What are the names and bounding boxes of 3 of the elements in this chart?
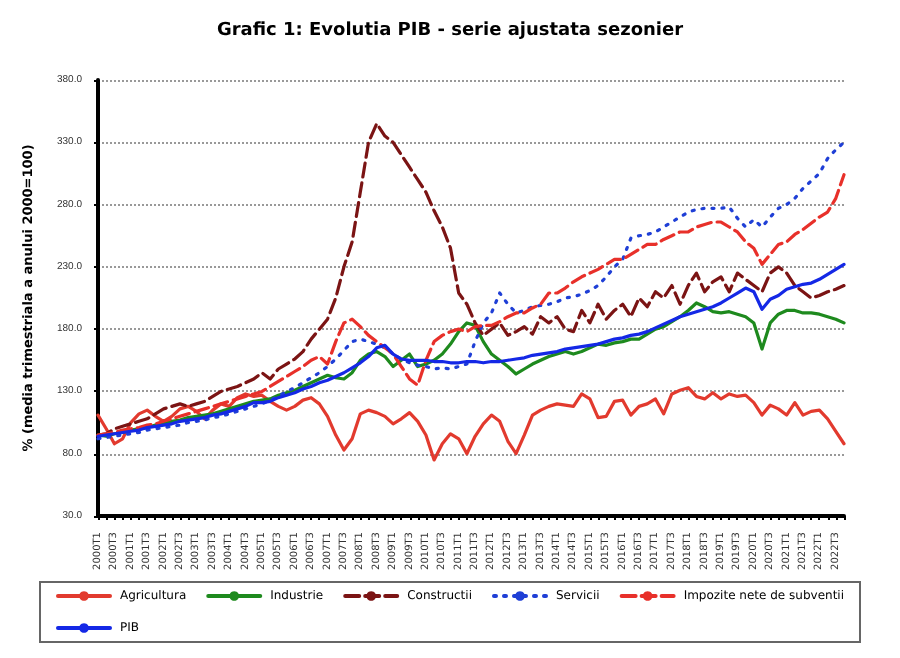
line-series — [96, 262, 846, 438]
line-series — [96, 301, 846, 438]
chart-title: Grafic 1: Evolutia PIB - serie ajustata sezonier — [216, 21, 685, 41]
